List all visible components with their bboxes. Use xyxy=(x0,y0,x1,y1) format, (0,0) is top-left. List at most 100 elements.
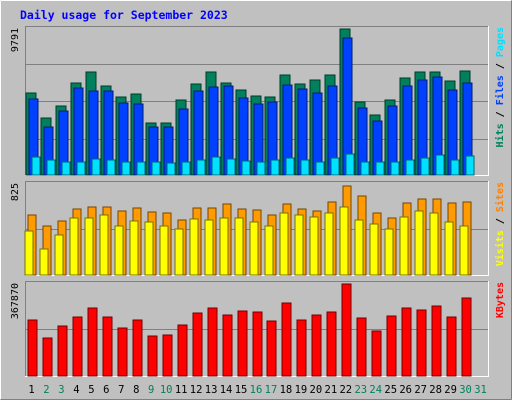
bar-kbytes-day-17 xyxy=(266,320,277,377)
bar-pages-day-29 xyxy=(450,159,460,176)
bar-pages-day-19 xyxy=(300,159,310,176)
bar-sites-day-29 xyxy=(444,221,454,276)
bar-kbytes-day-19 xyxy=(296,319,307,377)
bar-pages-day-14 xyxy=(226,158,236,176)
bar-sites-day-7 xyxy=(114,225,124,276)
bar-sites-day-24 xyxy=(369,223,379,276)
x-tick-label-day-3: 3 xyxy=(58,384,64,396)
x-tick-label-day-7: 7 xyxy=(118,384,124,396)
bar-pages-day-28 xyxy=(435,154,445,176)
x-tick-label-day-23: 23 xyxy=(354,384,367,396)
axis-legend-kbytes: KBytes xyxy=(495,282,506,318)
bar-sites-day-5 xyxy=(84,217,94,276)
x-tick-label-day-21: 21 xyxy=(325,384,338,396)
bar-pages-day-12 xyxy=(196,159,206,176)
x-tick-label-day-2: 2 xyxy=(43,384,49,396)
bar-pages-day-15 xyxy=(241,160,251,176)
bar-sites-day-26 xyxy=(399,216,409,276)
bar-kbytes-day-10 xyxy=(162,334,173,377)
bar-sites-day-15 xyxy=(234,217,244,276)
axis-legend-label: Visits / Sites xyxy=(494,182,506,266)
x-tick-label-day-26: 26 xyxy=(399,384,412,396)
bar-kbytes-day-29 xyxy=(446,316,457,377)
bar-pages-day-21 xyxy=(330,157,340,176)
x-tick-label-day-24: 24 xyxy=(369,384,382,396)
hits_panel: 9791 Hits / Files / Pages xyxy=(10,26,506,176)
bar-sites-day-2 xyxy=(39,248,49,276)
bar-kbytes-day-12 xyxy=(192,312,203,377)
bar-sites-day-28 xyxy=(429,212,439,276)
x-tick-label-day-31: 31 xyxy=(474,384,487,396)
x-tick-label-day-18: 18 xyxy=(280,384,293,396)
bar-sites-day-20 xyxy=(309,216,319,276)
bar-pages-day-22 xyxy=(345,153,355,176)
bar-kbytes-day-11 xyxy=(177,324,188,377)
x-tick-label-day-9: 9 xyxy=(148,384,154,396)
bar-sites-day-19 xyxy=(294,214,304,276)
x-tick-label-day-14: 14 xyxy=(220,384,233,396)
chart-panels: 9791 Hits / Files / Pages 825 Visits / Site… xyxy=(10,26,506,377)
axis-legend-pages: Pages xyxy=(495,27,506,57)
axis-legend-: / xyxy=(495,212,506,230)
bar-sites-day-4 xyxy=(69,217,79,276)
bar-sites-day-11 xyxy=(174,228,184,276)
bar-pages-day-24 xyxy=(375,161,385,176)
bar-sites-day-9 xyxy=(144,221,154,276)
bar-pages-day-25 xyxy=(390,161,400,176)
bar-kbytes-day-14 xyxy=(222,314,233,377)
axis-legend-label: Hits / Files / Pages xyxy=(494,27,506,147)
bar-kbytes-day-26 xyxy=(401,307,412,377)
bar-pages-day-13 xyxy=(211,156,221,176)
x-tick-label-day-10: 10 xyxy=(160,384,173,396)
axis-legend-: / xyxy=(495,105,506,123)
bar-sites-day-27 xyxy=(414,210,424,276)
bar-kbytes-day-7 xyxy=(117,327,128,377)
bar-kbytes-day-30 xyxy=(461,297,472,377)
bar-pages-day-1 xyxy=(31,156,41,176)
x-tick-label-day-29: 29 xyxy=(444,384,457,396)
x-tick-label-day-8: 8 xyxy=(133,384,139,396)
bar-kbytes-day-28 xyxy=(431,305,442,377)
axis-legend-files: Files xyxy=(494,75,506,105)
bar-sites-day-12 xyxy=(189,218,199,276)
bar-pages-day-2 xyxy=(46,159,56,176)
bar-kbytes-day-15 xyxy=(237,310,248,377)
bar-pages-day-11 xyxy=(181,161,191,176)
x-tick-label-day-1: 1 xyxy=(28,384,34,396)
y-max-label: 9791 xyxy=(10,28,21,52)
bar-kbytes-day-9 xyxy=(147,335,158,377)
bar-pages-day-3 xyxy=(61,161,71,176)
bar-pages-day-27 xyxy=(420,157,430,176)
bar-pages-day-10 xyxy=(166,162,176,176)
x-tick-label-day-15: 15 xyxy=(235,384,248,396)
bar-kbytes-day-23 xyxy=(356,317,367,377)
bar-sites-day-22 xyxy=(339,206,349,276)
bar-pages-day-30 xyxy=(465,155,475,176)
bar-kbytes-day-24 xyxy=(371,330,382,377)
bar-pages-day-18 xyxy=(285,157,295,176)
axis-legend-label: KBytes xyxy=(495,282,506,318)
x-tick-label-day-13: 13 xyxy=(205,384,218,396)
bar-kbytes-day-13 xyxy=(207,307,218,377)
bar-sites-day-17 xyxy=(264,225,274,276)
bar-sites-day-14 xyxy=(219,217,229,276)
bar-pages-day-9 xyxy=(151,161,161,176)
bar-pages-day-5 xyxy=(91,158,101,176)
bar-pages-day-4 xyxy=(76,161,86,176)
axis-legend-sites: Sites xyxy=(494,182,506,212)
chart-title: Daily usage for September 2023 xyxy=(20,8,228,22)
bar-kbytes-day-2 xyxy=(42,337,53,377)
x-tick-label-day-20: 20 xyxy=(310,384,323,396)
bar-kbytes-day-8 xyxy=(132,319,143,377)
kbytes_panel: 367870 KBytes xyxy=(10,281,506,377)
bar-kbytes-day-4 xyxy=(72,316,83,377)
x-tick-label-day-28: 28 xyxy=(429,384,442,396)
bar-kbytes-day-20 xyxy=(311,314,322,377)
bar-kbytes-day-5 xyxy=(87,307,98,377)
bar-kbytes-day-3 xyxy=(57,325,68,377)
x-tick-label-day-11: 11 xyxy=(175,384,188,396)
y-max-label: 367870 xyxy=(10,283,21,319)
x-tick-label-day-25: 25 xyxy=(384,384,397,396)
